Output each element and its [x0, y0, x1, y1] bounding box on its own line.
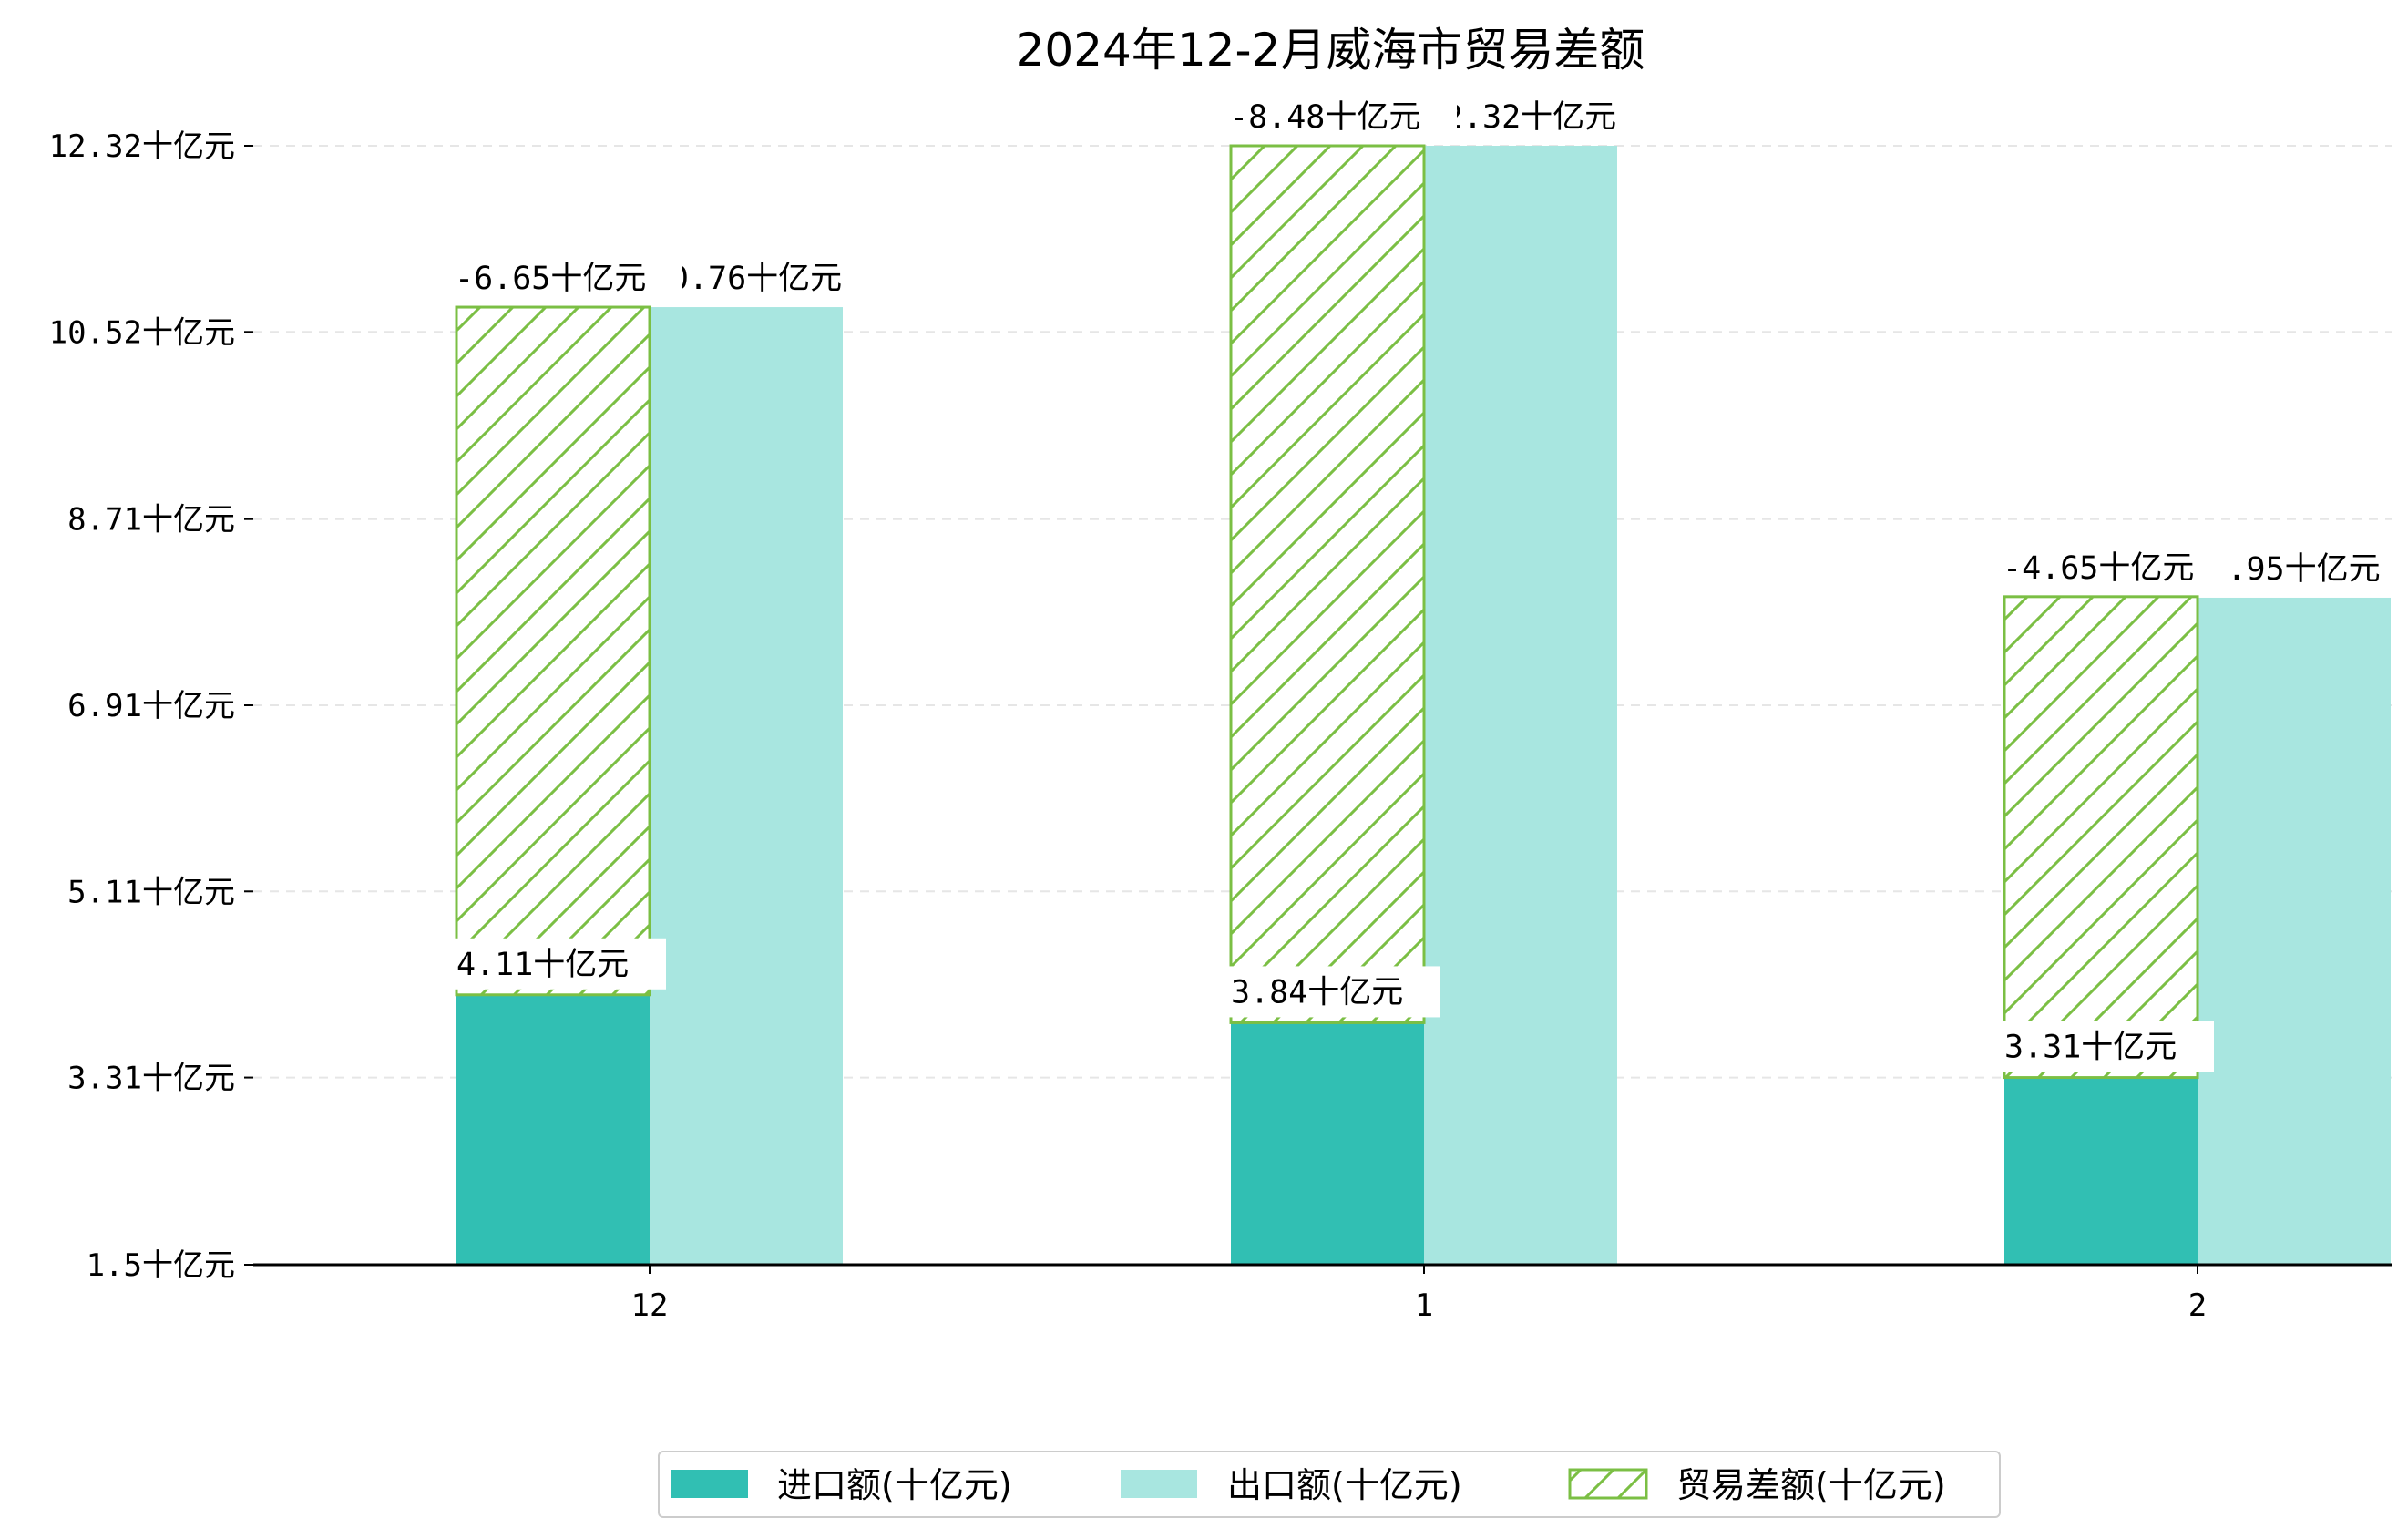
data-label-balance: -4.65十亿元 — [2003, 550, 2194, 587]
data-labels-group: 10.76十亿元-6.65十亿元4.11十亿元12.32十亿元-8.48十亿元3… — [446, 91, 2399, 1072]
data-label-balance-bg — [1993, 541, 2230, 593]
y-tick-label: 8.71十亿元 — [67, 502, 235, 539]
legend-label-export: 出口额(十亿元) — [1227, 1465, 1462, 1505]
bar-import — [456, 994, 650, 1265]
chart-title: 2024年12-2月威海市贸易差额 — [1016, 24, 1645, 77]
data-label-balance: -6.65十亿元 — [455, 261, 646, 297]
legend-swatch-export — [1121, 1470, 1197, 1498]
legend: 进口额(十亿元) 出口额(十亿元) 贸易差额(十亿元) — [658, 1451, 2001, 1518]
y-tick-label: 12.32十亿元 — [49, 128, 235, 165]
data-label-import: 3.84十亿元 — [1231, 974, 1403, 1011]
data-label-import-bg — [1222, 966, 1440, 1018]
x-tick-label: 1 — [1415, 1288, 1433, 1324]
y-tick-label: 6.91十亿元 — [67, 688, 235, 724]
data-label-import-bg — [1995, 1021, 2214, 1072]
legend-frame — [658, 1451, 2001, 1518]
data-label-balance-bg — [1220, 91, 1457, 142]
y-tick-label: 10.52十亿元 — [49, 314, 235, 351]
legend-swatch-import — [671, 1470, 748, 1498]
legend-swatch-balance — [1568, 1468, 1648, 1500]
x-tick-label: 12 — [631, 1288, 669, 1324]
legend-label-import: 进口额(十亿元) — [777, 1465, 1012, 1505]
y-tick-label: 3.31十亿元 — [67, 1061, 235, 1097]
data-label-export: 7.95十亿元 — [2208, 551, 2380, 588]
bars-group — [455, 144, 2391, 1265]
data-label-import: 4.11十亿元 — [456, 947, 629, 983]
bar-import — [2004, 1077, 2198, 1265]
bar-export — [1424, 146, 1617, 1265]
data-label-balance-bg — [446, 252, 682, 304]
bar-import — [1231, 1022, 1424, 1265]
axes-group: 1.5十亿元 3.31十亿元 5.11十亿元 6.91十亿元 8.71十亿元 10.52十… — [49, 128, 2392, 1324]
x-tick-label: 2 — [2188, 1288, 2207, 1324]
data-label-import-bg — [447, 938, 666, 990]
bar-export — [2198, 597, 2391, 1265]
data-label-balance: -8.48十亿元 — [1229, 99, 1420, 136]
bar-trade-balance — [1229, 144, 1426, 1024]
y-tick-label: 1.5十亿元 — [87, 1247, 235, 1284]
legend-label-balance: 贸易差额(十亿元) — [1676, 1465, 1946, 1505]
bar-export — [650, 307, 843, 1265]
y-tick-label: 5.11十亿元 — [67, 874, 235, 910]
bar-trade-balance — [455, 305, 651, 997]
data-label-import: 3.31十亿元 — [2004, 1030, 2177, 1066]
bar-trade-balance — [2003, 595, 2199, 1080]
